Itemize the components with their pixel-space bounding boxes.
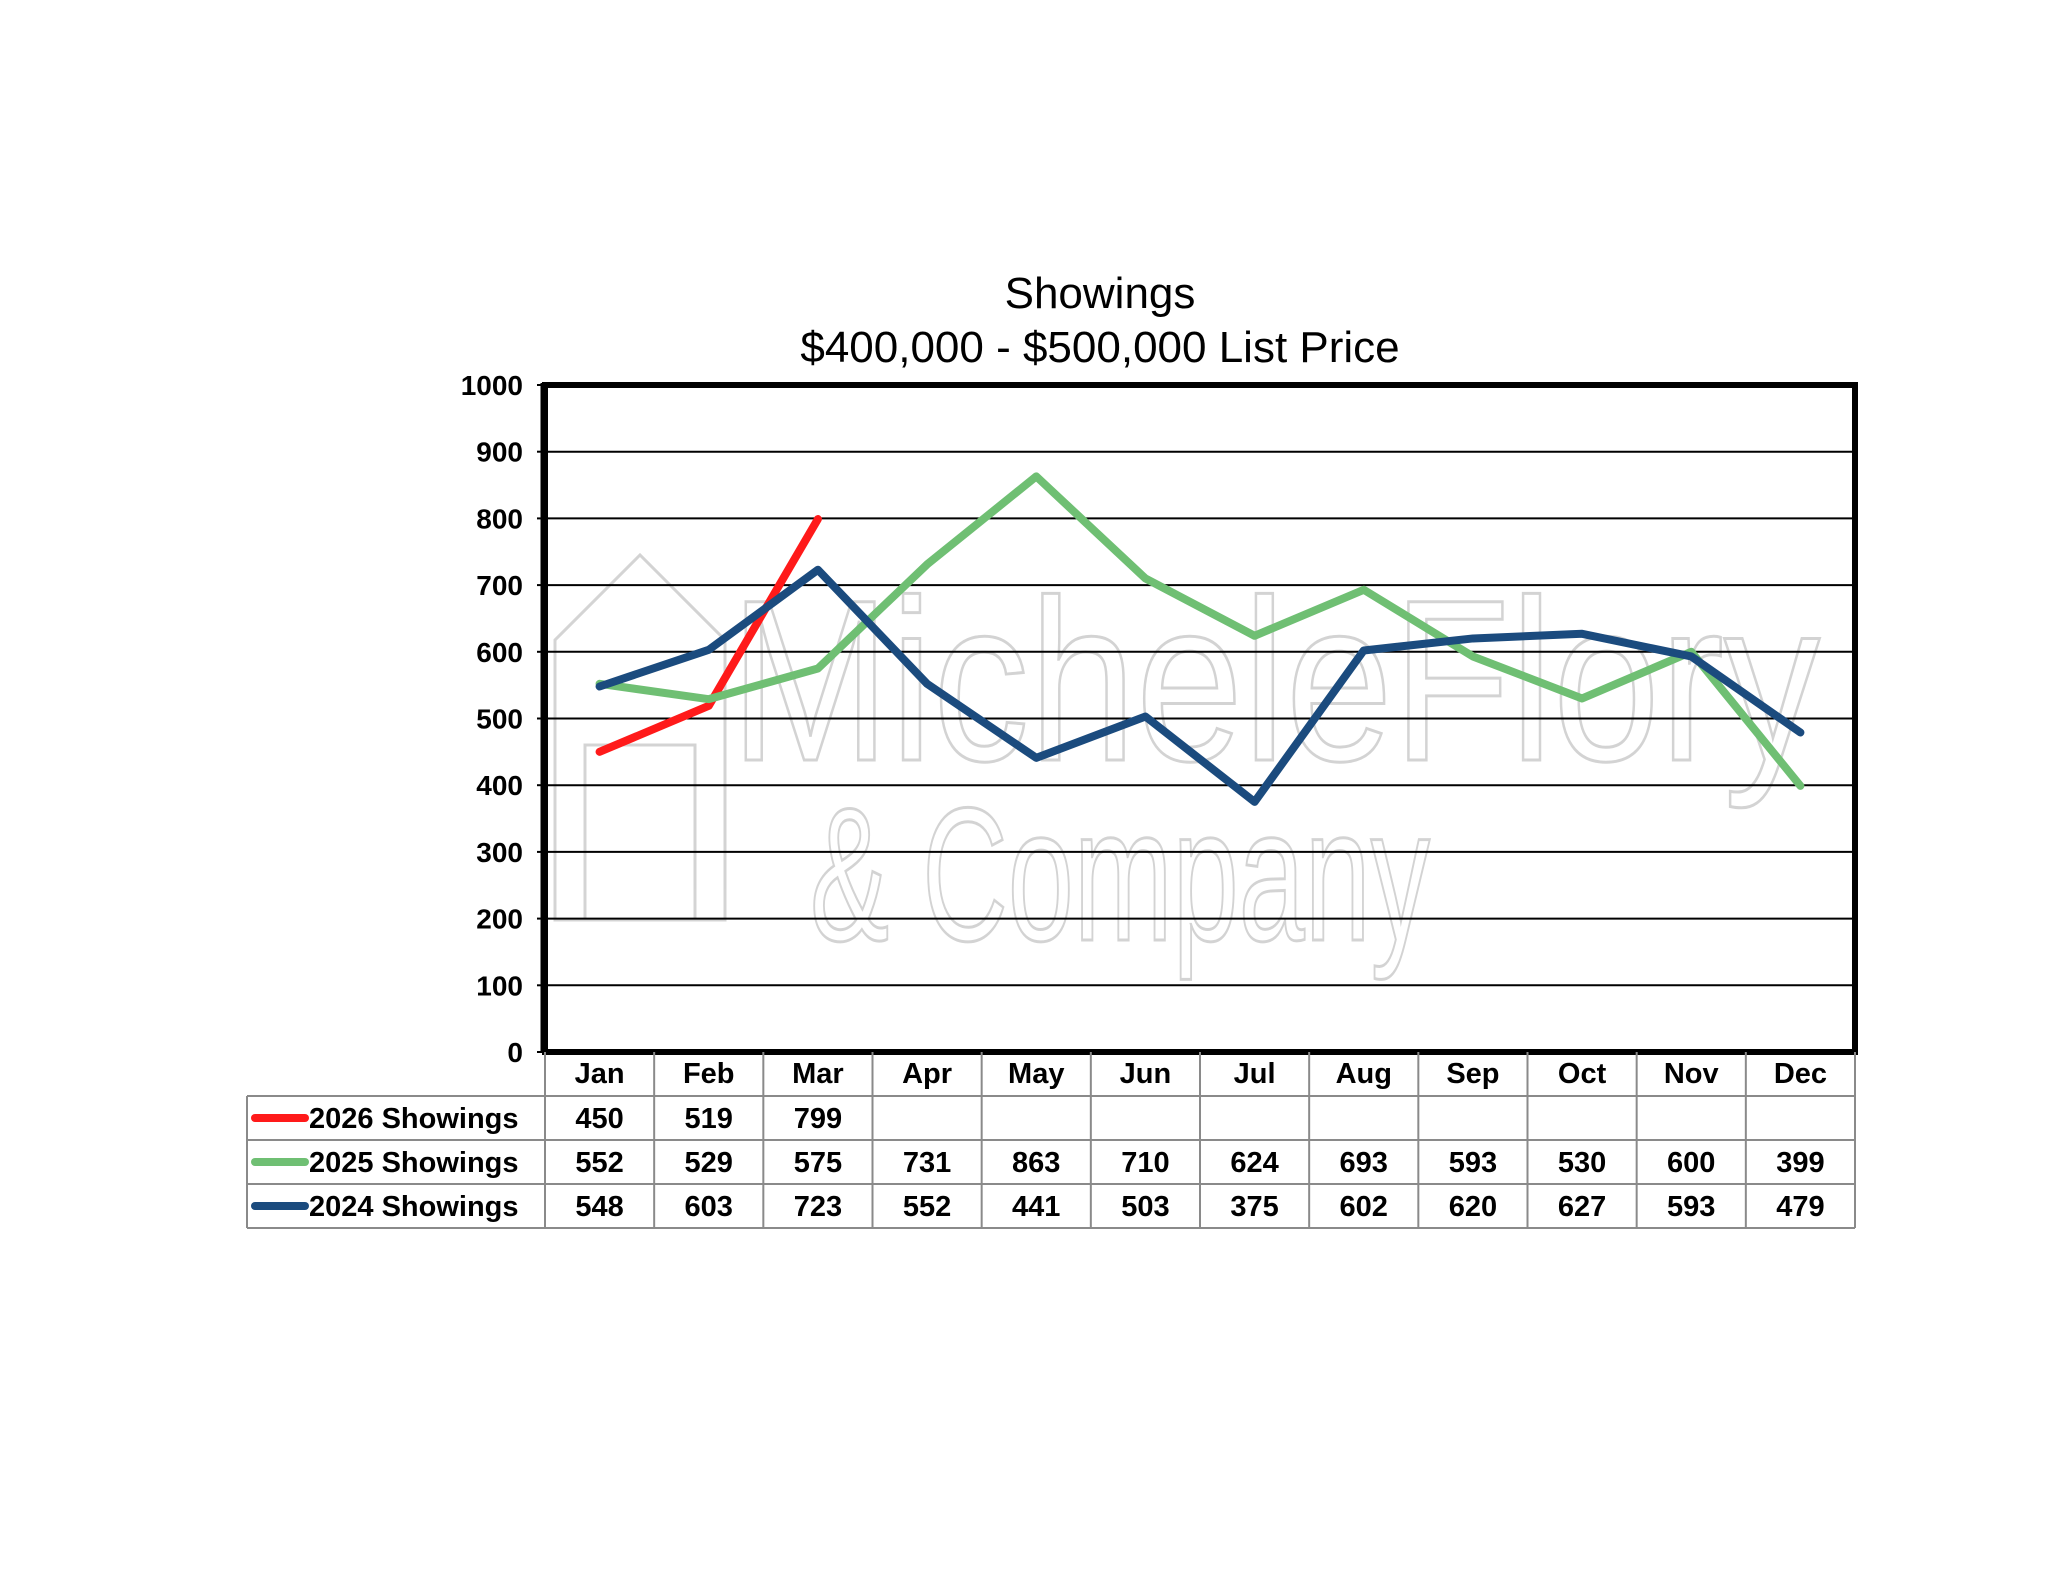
- xtick-label-apr: Apr: [902, 1058, 952, 1090]
- xtick-label-jun: Jun: [1120, 1058, 1172, 1090]
- legend-label: 2024 Showings: [309, 1191, 519, 1223]
- series-line-2024-showings: [595, 565, 1805, 806]
- table-cell: 529: [685, 1147, 733, 1179]
- series-line-2025-showings: [595, 472, 1805, 790]
- ytick-label-0: 0: [507, 1037, 523, 1068]
- table-cell: 693: [1340, 1147, 1388, 1179]
- table-cell: 399: [1776, 1147, 1824, 1179]
- table-cell: 593: [1667, 1191, 1715, 1223]
- table-cell: 731: [903, 1147, 951, 1179]
- xtick-label-oct: Oct: [1558, 1058, 1607, 1090]
- watermark-line2: & Company: [810, 769, 1430, 981]
- table-cell: 530: [1558, 1147, 1606, 1179]
- xtick-label-jul: Jul: [1234, 1058, 1276, 1090]
- table-cell: 552: [903, 1191, 951, 1223]
- table-cell: 450: [575, 1103, 623, 1135]
- table-cell: 375: [1230, 1191, 1278, 1223]
- table-cell: 627: [1558, 1191, 1606, 1223]
- table-cell: 602: [1340, 1191, 1388, 1223]
- table-cell: 548: [575, 1191, 623, 1223]
- plot-area: 0 100 200 300 400 500 600 700 800 900 1000: [461, 370, 1858, 1068]
- data-table: Jan Feb Mar Apr May Jun Jul Aug Sep Oct Nov Dec 2026…: [246, 1052, 1856, 1229]
- xtick-label-dec: Dec: [1774, 1058, 1827, 1090]
- xtick-label-feb: Feb: [683, 1058, 735, 1090]
- chart-title: Showings: [1005, 269, 1196, 318]
- xtick-label-sep: Sep: [1446, 1058, 1499, 1090]
- legend-label: 2025 Showings: [309, 1147, 519, 1179]
- legend-label: 2026 Showings: [309, 1103, 519, 1135]
- table-cell: 723: [794, 1191, 842, 1223]
- ytick-label-300: 300: [476, 837, 523, 868]
- table-cell: 799: [794, 1103, 842, 1135]
- watermark-house-icon: [553, 552, 727, 922]
- table-cell: 593: [1449, 1147, 1497, 1179]
- table-cell: 603: [685, 1191, 733, 1223]
- table-cell: 503: [1121, 1191, 1169, 1223]
- ytick-label-200: 200: [476, 904, 523, 935]
- ytick-label-100: 100: [476, 970, 523, 1001]
- xtick-label-may: May: [1008, 1058, 1064, 1090]
- table-cell: 552: [575, 1147, 623, 1179]
- table-cell: 479: [1776, 1191, 1824, 1223]
- watermark-logo: MicheleFlory & Company: [553, 551, 1822, 983]
- ytick-label-800: 800: [476, 503, 523, 534]
- ytick-label-400: 400: [476, 770, 523, 801]
- table-cell: 600: [1667, 1147, 1715, 1179]
- ytick-label-700: 700: [476, 570, 523, 601]
- ytick-label-600: 600: [476, 637, 523, 668]
- xtick-label-mar: Mar: [792, 1058, 844, 1090]
- table-cell: 624: [1230, 1147, 1278, 1179]
- table-cell: 620: [1449, 1191, 1497, 1223]
- xtick-label-aug: Aug: [1336, 1058, 1392, 1090]
- table-cell: 519: [685, 1103, 733, 1135]
- xtick-label-jan: Jan: [575, 1058, 625, 1090]
- table-cell: 441: [1012, 1191, 1060, 1223]
- ytick-label-500: 500: [476, 704, 523, 735]
- table-cell: 575: [794, 1147, 842, 1179]
- ytick-label-1000: 1000: [461, 370, 523, 401]
- chart-subtitle: $400,000 - $500,000 List Price: [800, 323, 1399, 372]
- ytick-label-900: 900: [476, 437, 523, 468]
- xtick-label-nov: Nov: [1664, 1058, 1719, 1090]
- table-cell: 710: [1121, 1147, 1169, 1179]
- table-cell: 863: [1012, 1147, 1060, 1179]
